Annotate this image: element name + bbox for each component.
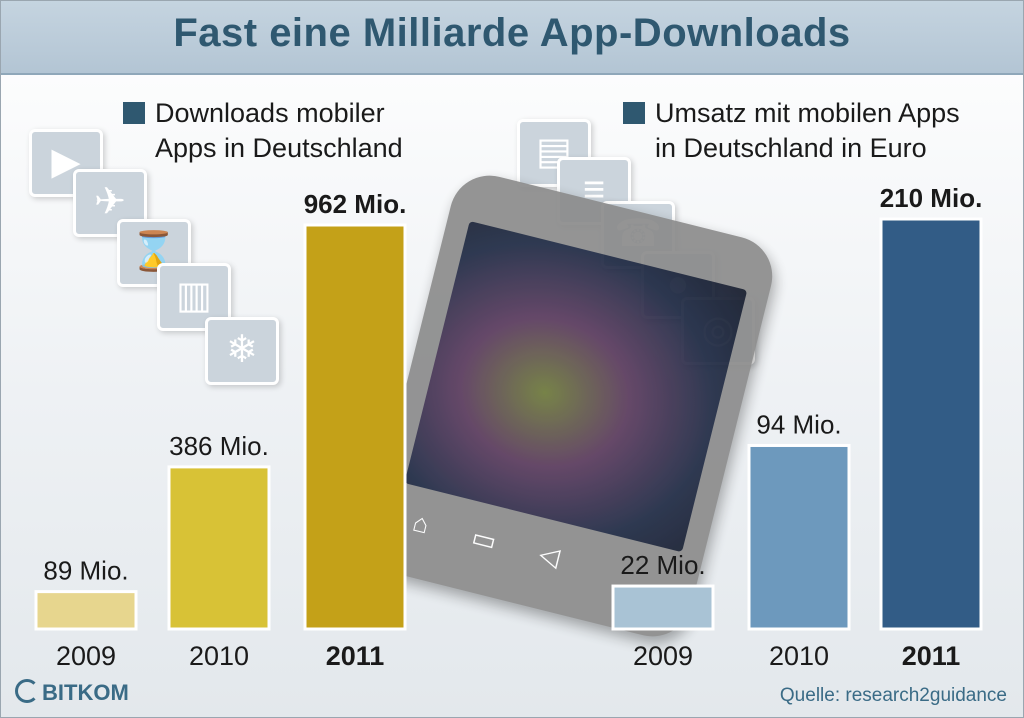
source-note: Quelle: research2guidance [779, 685, 1007, 706]
legend-downloads-label: Downloads mobiler Apps in Deutschland [155, 98, 403, 163]
downloads-category-label-2011: 2011 [326, 641, 385, 671]
legend-swatch [623, 102, 645, 124]
legend-revenue-label: Umsatz mit mobilen Apps in Deutschland i… [655, 98, 960, 163]
legend-downloads: Downloads mobiler Apps in Deutschland [123, 96, 443, 166]
logo-ring-icon [15, 679, 39, 703]
downloads-value-label-2010: 386 Mio. [169, 431, 269, 461]
chart-title: Fast eine Milliarde App-Downloads [173, 11, 851, 55]
downloads-category-label-2009: 2009 [56, 641, 116, 671]
hourglass-icon: ⌛ [117, 219, 191, 287]
revenue-category-label-2010: 2010 [769, 641, 829, 671]
downloads-bar-2009 [34, 590, 138, 631]
legend-revenue: Umsatz mit mobilen Apps in Deutschland i… [623, 96, 1003, 166]
snowflake-icon: ❄ [205, 317, 279, 385]
title-band: Fast eine Milliarde App-Downloads [1, 1, 1023, 75]
bitkom-logo: BITKOM [15, 679, 129, 706]
revenue-category-label-2011: 2011 [902, 641, 961, 671]
revenue-value-label-2009: 22 Mio. [620, 550, 705, 580]
downloads-value-label-2011: 962 Mio. [304, 189, 407, 219]
revenue-value-label-2011: 210 Mio. [880, 183, 983, 213]
revenue-bar-2010 [747, 443, 851, 631]
downloads-category-label-2010: 2010 [189, 641, 249, 671]
revenue-value-label-2010: 94 Mio. [756, 409, 841, 439]
revenue-category-label-2009: 2009 [633, 641, 693, 671]
logo-text: BITKOM [42, 680, 129, 705]
downloads-bar-2011 [303, 223, 407, 631]
downloads-value-label-2009: 89 Mio. [43, 556, 128, 586]
downloads-bar-2010 [167, 465, 271, 631]
revenue-bar-2011 [879, 217, 983, 631]
revenue-bar-2009 [611, 584, 715, 631]
legend-swatch [123, 102, 145, 124]
